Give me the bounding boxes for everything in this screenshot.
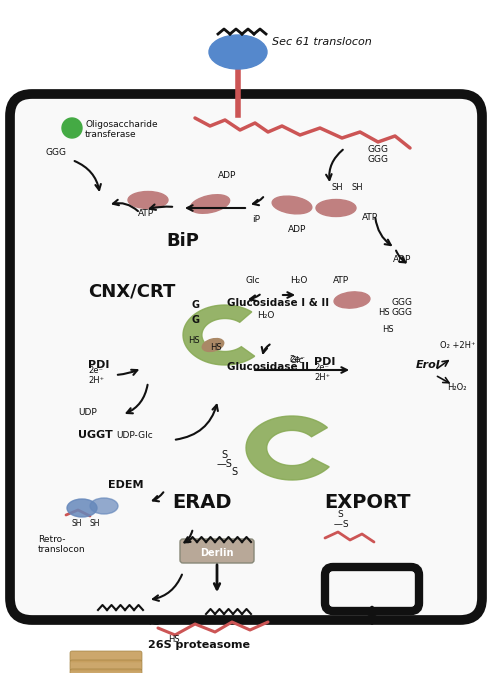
- Text: UGGT: UGGT: [78, 430, 113, 440]
- Text: Retro-
translocon: Retro- translocon: [38, 534, 86, 554]
- Text: SH: SH: [332, 183, 343, 192]
- Text: S
 —S: S —S: [331, 509, 349, 529]
- Ellipse shape: [128, 192, 168, 209]
- Text: GGG
GGG: GGG GGG: [392, 298, 413, 318]
- Text: EXPORT: EXPORT: [325, 493, 411, 512]
- Ellipse shape: [209, 35, 267, 69]
- Polygon shape: [183, 305, 255, 365]
- FancyBboxPatch shape: [70, 660, 142, 671]
- Text: PDI: PDI: [314, 357, 336, 367]
- Text: GGG
GGG: GGG GGG: [368, 145, 389, 164]
- Text: H₂O: H₂O: [257, 311, 275, 320]
- Ellipse shape: [202, 339, 224, 351]
- Text: 2e⁻: 2e⁻: [289, 355, 305, 364]
- Text: S: S: [221, 450, 227, 460]
- Ellipse shape: [316, 199, 356, 217]
- Text: 2e⁻
2H⁺: 2e⁻ 2H⁺: [314, 363, 330, 382]
- Text: EroI: EroI: [416, 360, 441, 370]
- Ellipse shape: [334, 292, 370, 308]
- Circle shape: [62, 118, 82, 138]
- Text: HS: HS: [168, 635, 180, 644]
- Ellipse shape: [190, 194, 230, 213]
- Text: Sec 61 translocon: Sec 61 translocon: [272, 37, 372, 47]
- FancyBboxPatch shape: [180, 539, 254, 563]
- Text: Glucosidase II: Glucosidase II: [227, 362, 309, 372]
- Ellipse shape: [90, 498, 118, 514]
- Text: ADP: ADP: [288, 225, 307, 234]
- Text: ADP: ADP: [393, 255, 411, 264]
- FancyBboxPatch shape: [70, 651, 142, 662]
- Text: SH: SH: [72, 519, 83, 528]
- Text: BiP: BiP: [167, 232, 199, 250]
- Text: CNX/CRT: CNX/CRT: [88, 282, 175, 300]
- Text: ATP: ATP: [333, 276, 349, 285]
- Text: UDP-Glc: UDP-Glc: [116, 431, 153, 440]
- Text: PDI: PDI: [88, 360, 109, 370]
- Text: GGG: GGG: [46, 148, 67, 157]
- Text: Glucosidase I & II: Glucosidase I & II: [227, 298, 329, 308]
- Text: ERAD: ERAD: [172, 493, 232, 512]
- FancyBboxPatch shape: [10, 94, 482, 620]
- Ellipse shape: [272, 196, 312, 214]
- Text: Glc: Glc: [246, 276, 261, 285]
- Text: S: S: [231, 467, 237, 477]
- Text: HS: HS: [148, 618, 159, 627]
- Text: G: G: [192, 315, 200, 325]
- Text: UDP: UDP: [78, 408, 97, 417]
- Text: HS: HS: [378, 308, 390, 317]
- Text: HS: HS: [188, 336, 200, 345]
- Text: HS: HS: [382, 325, 394, 334]
- Polygon shape: [246, 416, 329, 480]
- Text: 2e⁻
2H⁺: 2e⁻ 2H⁺: [88, 365, 104, 385]
- Text: EDEM: EDEM: [108, 480, 144, 490]
- Text: G: G: [192, 300, 200, 310]
- Text: ATP: ATP: [138, 209, 154, 218]
- Text: SH: SH: [352, 183, 364, 192]
- Text: —S: —S: [216, 459, 232, 469]
- FancyBboxPatch shape: [70, 669, 142, 673]
- Text: ATP: ATP: [362, 213, 378, 222]
- Text: H₂O₂: H₂O₂: [447, 383, 466, 392]
- FancyBboxPatch shape: [325, 567, 419, 611]
- Text: Derlin: Derlin: [200, 548, 234, 558]
- Text: 26S proteasome: 26S proteasome: [148, 640, 250, 650]
- Text: H₂O: H₂O: [290, 276, 308, 285]
- Text: SH: SH: [90, 519, 100, 528]
- Text: Glc: Glc: [290, 356, 305, 365]
- Text: HS: HS: [210, 343, 221, 352]
- Ellipse shape: [67, 499, 97, 517]
- Text: Oligosaccharide
transferase: Oligosaccharide transferase: [85, 120, 157, 139]
- Text: ADP: ADP: [218, 171, 236, 180]
- Text: O₂ +2H⁺: O₂ +2H⁺: [440, 341, 475, 350]
- Text: iP: iP: [252, 215, 260, 224]
